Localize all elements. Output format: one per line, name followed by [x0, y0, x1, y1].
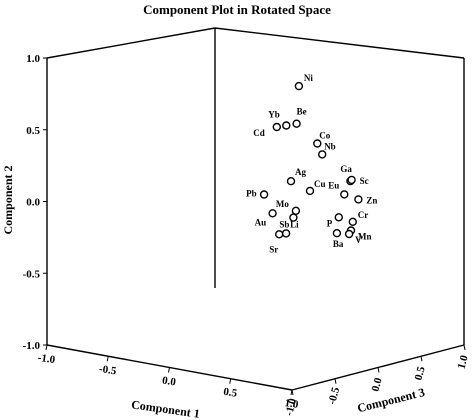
point-label-cu: Cu: [314, 179, 326, 189]
point-label-ag: Ag: [295, 167, 306, 177]
point-p: [334, 213, 343, 222]
z-tick-label: 0.0: [370, 376, 385, 393]
point-pb: [259, 190, 269, 199]
z-tick-mark: [291, 389, 294, 396]
point-yb: [282, 121, 291, 130]
plot-box: [46, 27, 465, 391]
y-tick-label: -1.0: [23, 340, 41, 352]
point-sb: [289, 213, 298, 222]
point-co: [313, 139, 322, 148]
x-tick-label: 1.0: [284, 397, 300, 411]
point-label-v: V: [355, 235, 362, 245]
point-sr: [275, 230, 284, 239]
point-ni: [294, 81, 304, 91]
z-tick-label: -1.0: [283, 397, 299, 417]
point-eu: [340, 190, 349, 199]
point-label-pb: Pb: [246, 189, 257, 199]
point-label-sc: Sc: [360, 176, 369, 186]
x-tick-mark: [106, 356, 109, 362]
x-tick-mark: [45, 344, 48, 351]
point-cr: [348, 217, 357, 227]
point-label-mn: Mn: [358, 232, 372, 242]
point-label-zn: Zn: [366, 195, 377, 205]
chart-title: Component Plot in Rotated Space: [143, 2, 331, 17]
point-label-au: Au: [255, 217, 267, 227]
z-tick-label: -0.5: [326, 386, 342, 406]
y-axis-label: Component 2: [1, 165, 15, 234]
point-label-sr: Sr: [269, 244, 278, 254]
point-be: [292, 119, 301, 128]
z-tick-mark: [420, 356, 423, 362]
point-v: [344, 229, 354, 239]
y-tick-label: -0.5: [23, 268, 41, 280]
point-label-sb: Sb: [279, 220, 289, 230]
z-tick-label: 1.0: [456, 354, 471, 371]
x-tick-label: 0.0: [161, 375, 177, 389]
z-tick-mark: [334, 378, 337, 384]
z-tick-mark: [463, 344, 466, 351]
x-axis-label: Component 1: [130, 397, 200, 420]
z-tick-label: 0.5: [413, 365, 428, 382]
x-tick-mark: [168, 367, 170, 373]
point-cu: [305, 186, 315, 196]
point-label-co: Co: [319, 131, 330, 141]
point-label-li: Li: [290, 219, 299, 229]
x-tick-label: 0.5: [223, 386, 239, 400]
point-label-ga: Ga: [340, 164, 352, 174]
point-label-nb: Nb: [324, 141, 336, 151]
point-cd: [272, 122, 281, 132]
point-label-yb: Yb: [268, 110, 280, 120]
z-axis-label: Component 3: [356, 385, 426, 415]
point-li: [281, 229, 291, 238]
point-au: [268, 209, 277, 218]
point-ag: [286, 176, 296, 186]
point-zn: [354, 195, 363, 204]
point-label-ni: Ni: [304, 73, 313, 83]
x-tick-label: -1.0: [37, 352, 56, 366]
point-label-eu: Eu: [328, 180, 339, 190]
y-tick-label: 1.0: [26, 53, 40, 65]
point-label-mo: Mo: [276, 199, 289, 209]
point-ba: [332, 228, 342, 238]
axis-ticks: -1.0-0.50.00.51.0-1.0-0.50.00.51.0-1.0-0…: [23, 53, 471, 417]
x-tick-label: -0.5: [98, 363, 117, 377]
point-label-p: P: [327, 218, 333, 228]
z-tick-mark: [377, 367, 380, 373]
point-label-ba: Ba: [333, 239, 344, 249]
point-mo: [291, 206, 301, 216]
point-label-be: Be: [297, 107, 307, 117]
y-tick-label: 0.0: [26, 197, 40, 209]
point-nb: [318, 150, 327, 159]
point-label-cd: Cd: [253, 128, 265, 138]
point-label-cr: Cr: [358, 210, 369, 220]
y-tick-label: 0.5: [26, 125, 40, 137]
x-tick-mark: [229, 378, 232, 384]
point-sc: [347, 175, 356, 185]
